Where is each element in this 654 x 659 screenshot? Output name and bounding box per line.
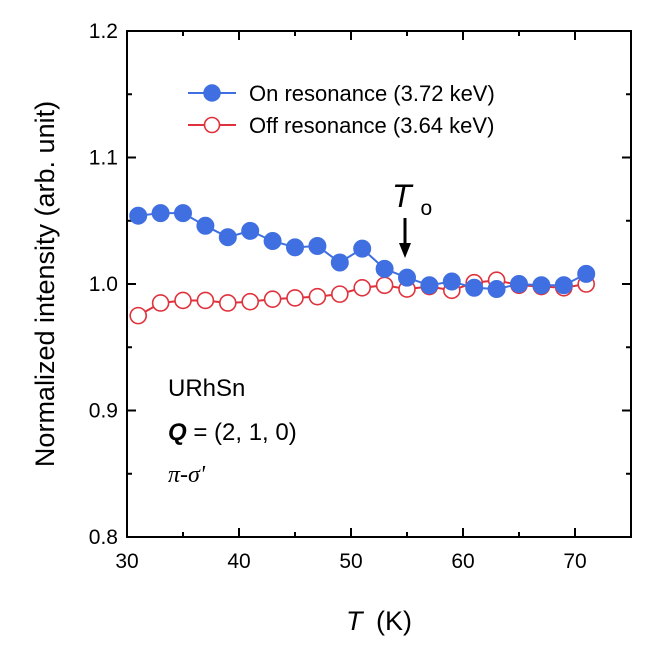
y-tick-label: 1.1: [89, 147, 118, 170]
on-resonance-point: [398, 268, 416, 287]
legend-marker-on: [203, 84, 221, 102]
on-resonance-point: [218, 228, 237, 247]
on-resonance-point: [487, 280, 506, 299]
off-resonance-point: [353, 278, 372, 297]
off-resonance-point: [174, 291, 192, 310]
off-resonance-point: [263, 290, 282, 308]
axis-ticks: 30 40 50 60 70 0.8 0.9 1.0 1.1 1.2: [89, 20, 632, 573]
transition-symbol: T: [392, 178, 414, 214]
on-resonance-point: [554, 276, 573, 295]
transition-arrow: [399, 218, 411, 258]
polarization: π-σ': [168, 462, 206, 488]
off-resonance-point: [129, 306, 147, 325]
on-resonance-point: [375, 259, 394, 278]
y-axis-title: Normalized intensity (arb. unit): [30, 101, 60, 467]
on-resonance-point: [353, 239, 372, 258]
x-axis-symbol: T: [346, 606, 365, 636]
legend-marker-off: [203, 116, 221, 134]
on-resonance-point: [286, 238, 304, 257]
on-resonance-point: [174, 204, 192, 223]
y-tick-label: 0.8: [89, 526, 118, 549]
on-resonance-point: [442, 272, 461, 291]
sample-name: URhSn: [168, 375, 245, 402]
off-resonance-point: [286, 289, 304, 307]
on-resonance-point: [308, 237, 327, 256]
legend-label-off: Off resonance (3.64 keV): [249, 113, 494, 138]
arrow-head: [399, 243, 411, 258]
transition-subscript: o: [420, 197, 432, 220]
off-resonance-point: [330, 285, 349, 303]
on-resonance-point: [510, 275, 528, 293]
x-tick-label: 30: [115, 550, 138, 573]
on-resonance-point: [420, 276, 439, 295]
on-resonance-point: [263, 231, 282, 250]
on-resonance-point: [577, 264, 596, 283]
off-resonance-point: [196, 291, 215, 310]
x-axis-title: T (K): [346, 606, 412, 636]
off-resonance-point: [241, 292, 259, 311]
on-resonance-point: [532, 276, 551, 295]
on-resonance-point: [129, 206, 148, 225]
on-resonance-point: [151, 204, 170, 223]
x-tick-label: 50: [339, 550, 362, 573]
on-resonance-point: [241, 221, 260, 240]
x-tick-label: 70: [563, 550, 586, 573]
y-tick-label: 0.9: [89, 400, 118, 423]
legend-label-on: On resonance (3.72 keV): [249, 81, 495, 106]
on-resonance-point: [196, 216, 215, 235]
legend: On resonance (3.72 keV) Off resonance (3…: [188, 81, 495, 138]
series-points: [129, 204, 596, 325]
x-tick-label: 60: [451, 550, 474, 573]
x-tick-label: 40: [227, 550, 250, 573]
on-resonance-point: [330, 253, 349, 272]
off-resonance-point: [308, 287, 327, 306]
y-tick-label: 1.0: [89, 273, 118, 296]
x-axis-unit: (K): [376, 606, 412, 636]
off-resonance-point: [375, 276, 394, 295]
off-resonance-point: [151, 294, 170, 312]
q-symbol: Q: [168, 419, 187, 446]
on-resonance-point: [465, 278, 484, 297]
off-resonance-point: [219, 294, 237, 312]
y-tick-label: 1.2: [89, 20, 118, 43]
transition-label: T o: [392, 178, 432, 220]
q-value: = (2, 1, 0): [193, 419, 296, 446]
q-vector: Q = (2, 1, 0): [168, 419, 297, 446]
